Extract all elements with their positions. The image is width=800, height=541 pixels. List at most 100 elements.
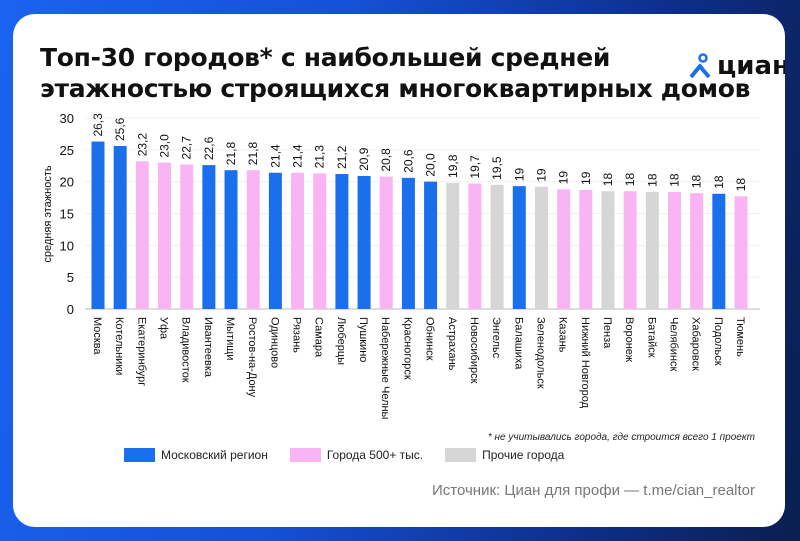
bar (357, 175, 371, 309)
legend-item-other: Прочие города (445, 448, 564, 462)
bar (712, 193, 726, 309)
data-label: 20,8 (379, 148, 393, 172)
bar (335, 174, 349, 309)
legend: Московский регион Города 500+ тыс. Прочи… (124, 448, 586, 462)
y-tick-label: 0 (67, 302, 74, 317)
bar (667, 191, 681, 309)
data-label: 20,0 (424, 153, 438, 177)
x-tick-label: Самара (313, 317, 325, 358)
bar (734, 196, 748, 309)
x-tick-label: Мытищи (224, 317, 236, 360)
data-label: 18 (712, 175, 726, 189)
bar (690, 193, 704, 309)
data-label: 21,4 (268, 144, 282, 168)
data-label: 19 (534, 168, 548, 182)
legend-label: Прочие города (482, 448, 565, 462)
data-label: 19 (579, 171, 593, 185)
x-tick-label: Котельники (113, 317, 125, 375)
legend-label: Московский регион (161, 448, 268, 462)
data-label: 20,9 (357, 147, 371, 171)
data-label: 19 (512, 167, 526, 181)
data-label: 19 (557, 171, 571, 185)
x-tick-label: Зеленодольск (534, 317, 546, 389)
y-tick-label: 25 (60, 143, 74, 158)
data-label: 22,7 (180, 136, 194, 160)
x-tick-label: Ивантеевка (202, 317, 214, 378)
y-tick-label: 5 (67, 270, 74, 285)
data-label: 19,8 (446, 154, 460, 178)
bar (645, 191, 659, 309)
x-tick-label: Обнинск (424, 317, 436, 361)
bar (379, 176, 393, 309)
data-label: 21,2 (335, 145, 349, 169)
x-tick-label: Владивосток (180, 317, 192, 383)
x-tick-label: Батайск (645, 317, 657, 358)
data-label: 23,0 (158, 134, 172, 158)
bar (512, 186, 526, 309)
bar (401, 177, 415, 309)
bar (557, 189, 571, 309)
data-label: 26,3 (91, 113, 105, 137)
x-tick-label: Воронеж (623, 317, 635, 363)
data-label: 22,6 (202, 136, 216, 160)
bar (268, 172, 282, 309)
x-tick-label: Красногорск (401, 317, 413, 380)
data-label: 19,7 (468, 155, 482, 179)
data-label: 18 (645, 173, 659, 187)
data-label: 21,3 (313, 145, 327, 169)
x-tick-label: Нижний Новгород (579, 317, 591, 409)
x-tick-label: Подольск (712, 317, 724, 366)
y-tick-label: 10 (60, 238, 74, 253)
source-text: Источник: Циан для профи — t.me/cian_rea… (431, 482, 755, 499)
y-tick-label: 15 (60, 207, 74, 222)
y-axis-label: средняя этажность (42, 165, 54, 262)
data-label: 18 (601, 173, 615, 187)
bar (623, 191, 637, 309)
x-tick-label: Казань (557, 317, 569, 353)
legend-label: Города 500+ тыс. (326, 448, 424, 462)
data-label: 18 (623, 173, 637, 187)
title-line-2: этажностью строящихся многоквартирных до… (40, 74, 751, 103)
bar (291, 172, 305, 309)
x-tick-label: Хабаровск (690, 317, 702, 371)
bar (424, 181, 438, 309)
bar (446, 182, 460, 309)
data-label: 20,6 (401, 149, 415, 173)
data-label: 19,5 (490, 156, 504, 180)
data-label: 25,6 (113, 117, 127, 141)
x-tick-label: Челябинск (667, 317, 679, 371)
bar (468, 183, 482, 309)
x-tick-label: Уфа (158, 317, 170, 340)
data-label: 18 (690, 174, 704, 188)
bar (135, 161, 149, 309)
location-pin-icon (689, 53, 711, 79)
logo-text: циан (717, 51, 785, 81)
x-tick-label: Астрахань (446, 317, 458, 371)
bar (490, 184, 504, 309)
x-tick-label: Тюмень (734, 317, 746, 357)
x-tick-label: Ростов-на-Дону (246, 317, 258, 398)
cian-logo: циан (689, 51, 785, 81)
footnote: * не учитывались города, где строится вс… (487, 432, 755, 443)
x-tick-label: Рязань (291, 317, 303, 353)
y-tick-label: 20 (60, 175, 74, 190)
data-label: 18 (734, 178, 748, 192)
bar (534, 186, 548, 309)
data-label: 21,8 (246, 142, 260, 166)
data-label: 18 (667, 173, 681, 187)
x-tick-label: Набережные Челны (379, 317, 391, 420)
data-label: 21,8 (224, 142, 238, 166)
bar (91, 141, 105, 309)
bar (202, 165, 216, 309)
data-label: 23,2 (135, 133, 149, 157)
y-tick-label: 30 (60, 111, 74, 126)
x-tick-label: Одинцово (268, 317, 280, 368)
legend-item-city-500k: Города 500+ тыс. (289, 448, 424, 462)
title-line-1: Топ-30 городов* с наибольшей средней (40, 43, 611, 72)
x-tick-label: Пушкино (357, 317, 369, 362)
x-tick-label: Балашиха (512, 317, 524, 370)
x-tick-label: Люберцы (335, 317, 347, 365)
chart-title: Топ-30 городов* с наибольшей средней эта… (40, 42, 750, 104)
x-tick-label: Екатеринбург (135, 317, 147, 386)
